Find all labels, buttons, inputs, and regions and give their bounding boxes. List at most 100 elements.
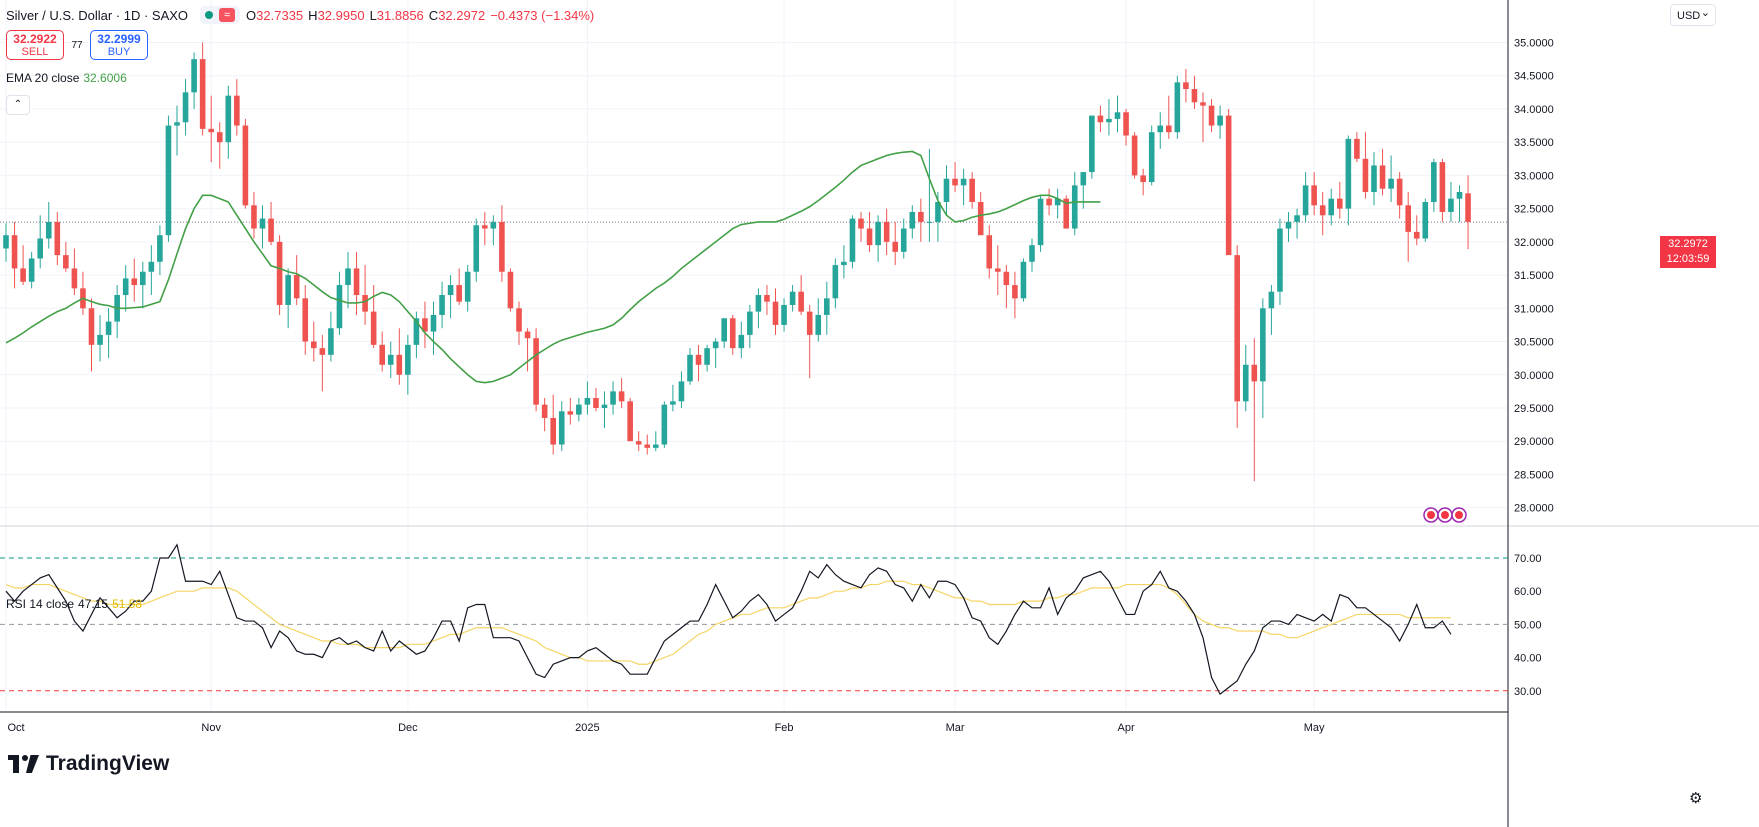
candle-up[interactable] bbox=[781, 304, 787, 325]
candle-up[interactable] bbox=[174, 122, 180, 126]
rsi-legend[interactable]: RSI 14 close 47.15 51.58 bbox=[6, 597, 142, 611]
candle-up[interactable] bbox=[122, 278, 129, 296]
candle-down[interactable] bbox=[858, 218, 864, 229]
sell-button[interactable]: 32.2922 SELL bbox=[6, 30, 64, 60]
ema-line[interactable] bbox=[5, 150, 1101, 384]
candle-up[interactable] bbox=[747, 311, 753, 335]
candle-down[interactable] bbox=[644, 444, 651, 448]
candle-down[interactable] bbox=[1097, 115, 1104, 123]
candle-up[interactable] bbox=[687, 354, 693, 382]
candle-down[interactable] bbox=[550, 417, 556, 445]
candle-down[interactable] bbox=[524, 331, 531, 339]
candle-down[interactable] bbox=[88, 308, 95, 345]
candle-up[interactable] bbox=[935, 201, 941, 222]
candle-down[interactable] bbox=[1465, 193, 1471, 222]
candle-up[interactable] bbox=[1106, 118, 1112, 123]
candle-down[interactable] bbox=[456, 285, 462, 302]
buy-button[interactable]: 32.2999 BUY bbox=[90, 30, 148, 60]
candle-up[interactable] bbox=[1302, 185, 1309, 216]
candle-up[interactable] bbox=[413, 318, 420, 345]
candle-down[interactable] bbox=[208, 128, 214, 133]
candle-up[interactable] bbox=[336, 285, 343, 329]
candle-up[interactable] bbox=[815, 314, 822, 335]
candle-up[interactable] bbox=[1388, 178, 1394, 189]
candle-down[interactable] bbox=[866, 228, 873, 246]
candle-up[interactable] bbox=[191, 59, 197, 93]
candle-up[interactable] bbox=[1431, 162, 1437, 202]
candle-up[interactable] bbox=[3, 235, 9, 249]
candle-up[interactable] bbox=[789, 291, 796, 305]
rsi-line[interactable] bbox=[5, 543, 1452, 696]
candle-up[interactable] bbox=[875, 221, 881, 246]
candle-up[interactable] bbox=[1174, 82, 1181, 133]
candle-down[interactable] bbox=[1379, 165, 1386, 189]
candle-up[interactable] bbox=[328, 328, 334, 355]
candle-up[interactable] bbox=[1422, 201, 1429, 239]
candle-up[interactable] bbox=[832, 265, 839, 299]
candle-up[interactable] bbox=[1448, 198, 1454, 212]
candle-down[interactable] bbox=[482, 225, 488, 229]
candle-down[interactable] bbox=[1012, 285, 1018, 299]
candle-up[interactable] bbox=[900, 228, 907, 252]
candle-up[interactable] bbox=[1260, 308, 1266, 382]
candle-down[interactable] bbox=[695, 354, 702, 365]
candle-down[interactable] bbox=[1225, 115, 1232, 256]
candle-up[interactable] bbox=[1242, 364, 1249, 402]
candle-down[interactable] bbox=[234, 95, 240, 126]
candle-down[interactable] bbox=[1413, 231, 1420, 239]
candle-up[interactable] bbox=[1294, 215, 1300, 222]
settings-gear-icon[interactable]: ⚙ bbox=[1689, 790, 1703, 807]
candle-down[interactable] bbox=[627, 401, 633, 442]
candle-up[interactable] bbox=[824, 298, 830, 315]
candle-down[interactable] bbox=[567, 411, 574, 415]
currency-selector[interactable]: USD bbox=[1670, 2, 1716, 26]
candle-up[interactable] bbox=[755, 295, 762, 312]
candle-down[interactable] bbox=[396, 354, 403, 375]
candle-up[interactable] bbox=[1285, 221, 1292, 229]
candle-up[interactable] bbox=[678, 381, 685, 402]
candle-down[interactable] bbox=[969, 178, 975, 202]
candle-down[interactable] bbox=[729, 318, 736, 349]
candle-up[interactable] bbox=[1268, 291, 1275, 309]
candle-up[interactable] bbox=[1157, 125, 1164, 133]
candle-up[interactable] bbox=[37, 238, 43, 259]
market-status[interactable]: ≈ bbox=[200, 6, 241, 24]
candle-up[interactable] bbox=[1054, 198, 1061, 206]
candle-down[interactable] bbox=[516, 308, 522, 332]
candle-down[interactable] bbox=[533, 338, 539, 405]
candle-up[interactable] bbox=[721, 318, 727, 342]
candle-up[interactable] bbox=[387, 354, 394, 365]
candle-down[interactable] bbox=[276, 241, 283, 305]
candle-up[interactable] bbox=[1029, 245, 1035, 262]
candle-down[interactable] bbox=[319, 348, 326, 355]
candle-up[interactable] bbox=[1371, 165, 1377, 193]
candle-down[interactable] bbox=[1166, 125, 1172, 133]
candle-up[interactable] bbox=[473, 225, 480, 272]
candle-up[interactable] bbox=[849, 218, 856, 262]
candle-down[interactable] bbox=[1046, 198, 1052, 206]
candle-up[interactable] bbox=[105, 321, 112, 335]
candle-up[interactable] bbox=[610, 391, 616, 405]
candle-up[interactable] bbox=[165, 125, 172, 236]
candle-down[interactable] bbox=[1251, 364, 1258, 382]
candle-up[interactable] bbox=[558, 411, 565, 445]
candle-up[interactable] bbox=[1456, 192, 1463, 199]
candle-down[interactable] bbox=[635, 441, 642, 445]
candle-up[interactable] bbox=[909, 211, 916, 229]
candle-down[interactable] bbox=[302, 298, 309, 342]
candle-up[interactable] bbox=[1037, 198, 1044, 246]
candle-up[interactable] bbox=[439, 295, 445, 315]
candle-down[interactable] bbox=[268, 218, 274, 242]
tradingview-logo[interactable]: TradingView bbox=[8, 752, 169, 776]
candle-down[interactable] bbox=[370, 311, 377, 345]
candle-up[interactable] bbox=[157, 235, 163, 262]
candle-up[interactable] bbox=[345, 268, 351, 286]
candle-down[interactable] bbox=[293, 275, 300, 299]
collapse-legend-button[interactable]: ⌃ bbox=[6, 95, 30, 115]
candle-up[interactable] bbox=[1148, 132, 1155, 183]
candle-down[interactable] bbox=[1183, 82, 1189, 90]
candle-up[interactable] bbox=[97, 334, 103, 345]
candle-down[interactable] bbox=[1131, 135, 1138, 176]
candle-up[interactable] bbox=[140, 271, 146, 286]
